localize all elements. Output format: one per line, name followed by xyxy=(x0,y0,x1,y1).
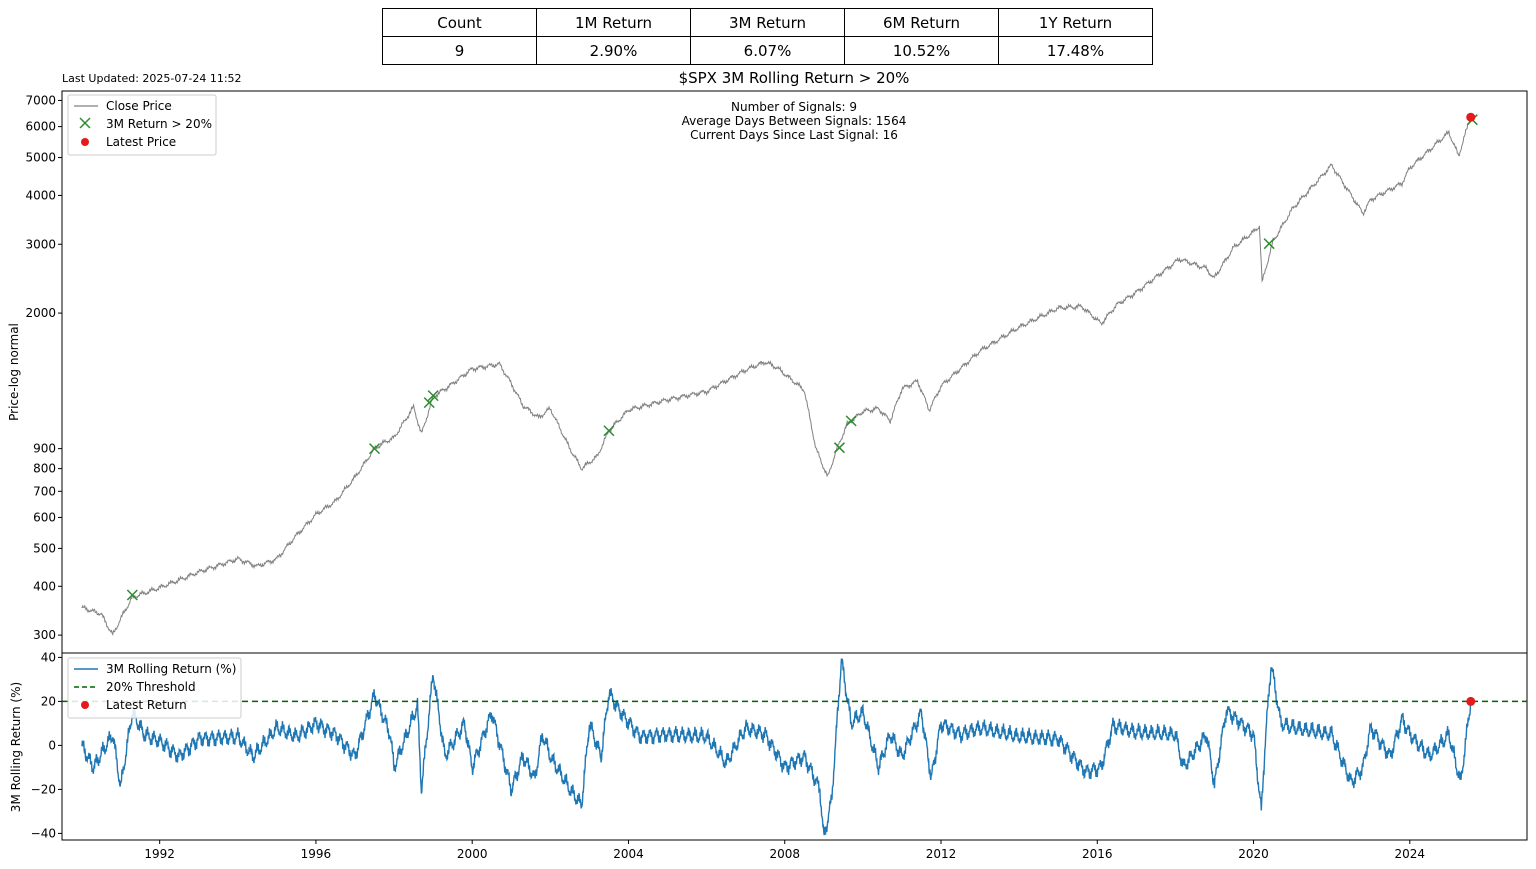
price-y-tick-label: 300 xyxy=(33,628,56,642)
stats-value-1m: 2.90% xyxy=(536,36,691,65)
annotation-average-days: Average Days Between Signals: 1564 xyxy=(682,114,907,128)
legend-latest-return-label: Latest Return xyxy=(106,698,187,712)
latest-return-marker xyxy=(1466,696,1476,706)
annotation-signal-count: Number of Signals: 9 xyxy=(731,100,857,114)
legend-threshold-label: 20% Threshold xyxy=(106,680,196,694)
stats-value-6m: 10.52% xyxy=(844,36,999,65)
price-y-tick-label: 5000 xyxy=(25,151,56,165)
price-y-tick-label: 4000 xyxy=(25,188,56,202)
price-y-tick-label: 800 xyxy=(33,462,56,476)
price-annotations: Number of Signals: 9 Average Days Betwee… xyxy=(682,100,907,142)
x-tick-label: 2024 xyxy=(1395,847,1426,861)
stats-header-6m: 6M Return xyxy=(844,8,999,37)
signal-marker xyxy=(845,415,857,427)
signal-marker xyxy=(423,397,435,409)
price-y-tick-label: 400 xyxy=(33,579,56,593)
legend-close-label: Close Price xyxy=(106,99,172,113)
stats-header-1m: 1M Return xyxy=(536,8,691,37)
x-tick-label: 2016 xyxy=(1082,847,1113,861)
price-y-tick-label: 500 xyxy=(33,541,56,555)
stats-value-3m: 6.07% xyxy=(690,36,845,65)
x-tick-label: 2008 xyxy=(769,847,800,861)
legend-return-label: 3M Rolling Return (%) xyxy=(106,662,236,676)
signal-marker xyxy=(126,589,138,601)
price-y-tick-label: 6000 xyxy=(25,120,56,134)
price-y-tick-label: 3000 xyxy=(25,237,56,251)
rolling-return-line xyxy=(81,658,1472,836)
return-y-tick-label: −40 xyxy=(31,826,56,840)
legend-latest-return-swatch xyxy=(81,701,89,709)
return-axes: −40 −20 0 20 40 1992 1996 2000 2004 2008 2012 2016 2… xyxy=(31,650,1528,861)
legend-latest-price-swatch xyxy=(81,138,89,146)
return-y-tick-label: −20 xyxy=(31,782,56,796)
legend-signal-swatch xyxy=(79,117,91,129)
x-tick-label: 2000 xyxy=(457,847,488,861)
stats-header-1y: 1Y Return xyxy=(998,8,1153,37)
legend-latest-price-label: Latest Price xyxy=(106,135,176,149)
return-plot-frame xyxy=(61,652,1528,841)
x-tick-label: 2020 xyxy=(1238,847,1269,861)
signal-marker xyxy=(1263,238,1275,250)
return-legend-box xyxy=(67,657,242,719)
legend-signal-label: 3M Return > 20% xyxy=(106,117,212,131)
price-legend: Close Price 3M Return > 20% Latest Price xyxy=(67,94,217,156)
price-chart-title: $SPX 3M Rolling Return > 20% xyxy=(679,69,910,87)
signal-marker xyxy=(603,425,615,437)
signal-marker xyxy=(833,442,845,454)
stats-header-count: Count xyxy=(382,8,537,37)
annotation-days-since: Current Days Since Last Signal: 16 xyxy=(690,128,898,142)
signal-marker xyxy=(369,443,381,455)
price-y-tick-label: 700 xyxy=(33,484,56,498)
signal-marker xyxy=(427,390,439,402)
price-y-tick-label: 600 xyxy=(33,510,56,524)
price-y-tick-label: 900 xyxy=(33,442,56,456)
stats-table: Count 1M Return 3M Return 6M Return 1Y R… xyxy=(382,8,1153,65)
return-y-tick-label: 0 xyxy=(48,738,56,752)
latest-price-marker xyxy=(1466,112,1476,122)
x-tick-label: 1996 xyxy=(301,847,332,861)
return-y-tick-label: 40 xyxy=(41,650,56,664)
price-legend-box xyxy=(67,94,217,156)
price-y-axis-label: Price-log normal xyxy=(7,323,21,421)
stats-value-1y: 17.48% xyxy=(998,36,1153,65)
price-y-tick-label: 7000 xyxy=(25,93,56,107)
return-y-axis-label: 3M Rolling Return (%) xyxy=(9,682,23,812)
price-y-tick-label: 2000 xyxy=(25,306,56,320)
last-updated-label: Last Updated: 2025-07-24 11:52 xyxy=(62,72,242,85)
price-axes: 300 400 500 600 700 800 900 2000 3000 4000 5000 600… xyxy=(25,90,1528,654)
stats-header-row: Count 1M Return 3M Return 6M Return 1Y R… xyxy=(382,8,1153,37)
x-tick-label: 1992 xyxy=(144,847,175,861)
close-price-line xyxy=(81,117,1471,636)
x-tick-label: 2012 xyxy=(926,847,957,861)
return-y-tick-label: 20 xyxy=(41,694,56,708)
x-tick-label: 2004 xyxy=(613,847,644,861)
price-plot-frame xyxy=(61,90,1528,654)
return-legend: 3M Rolling Return (%) 20% Threshold Late… xyxy=(67,657,242,719)
stats-value-row: 9 2.90% 6.07% 10.52% 17.48% xyxy=(382,36,1153,65)
